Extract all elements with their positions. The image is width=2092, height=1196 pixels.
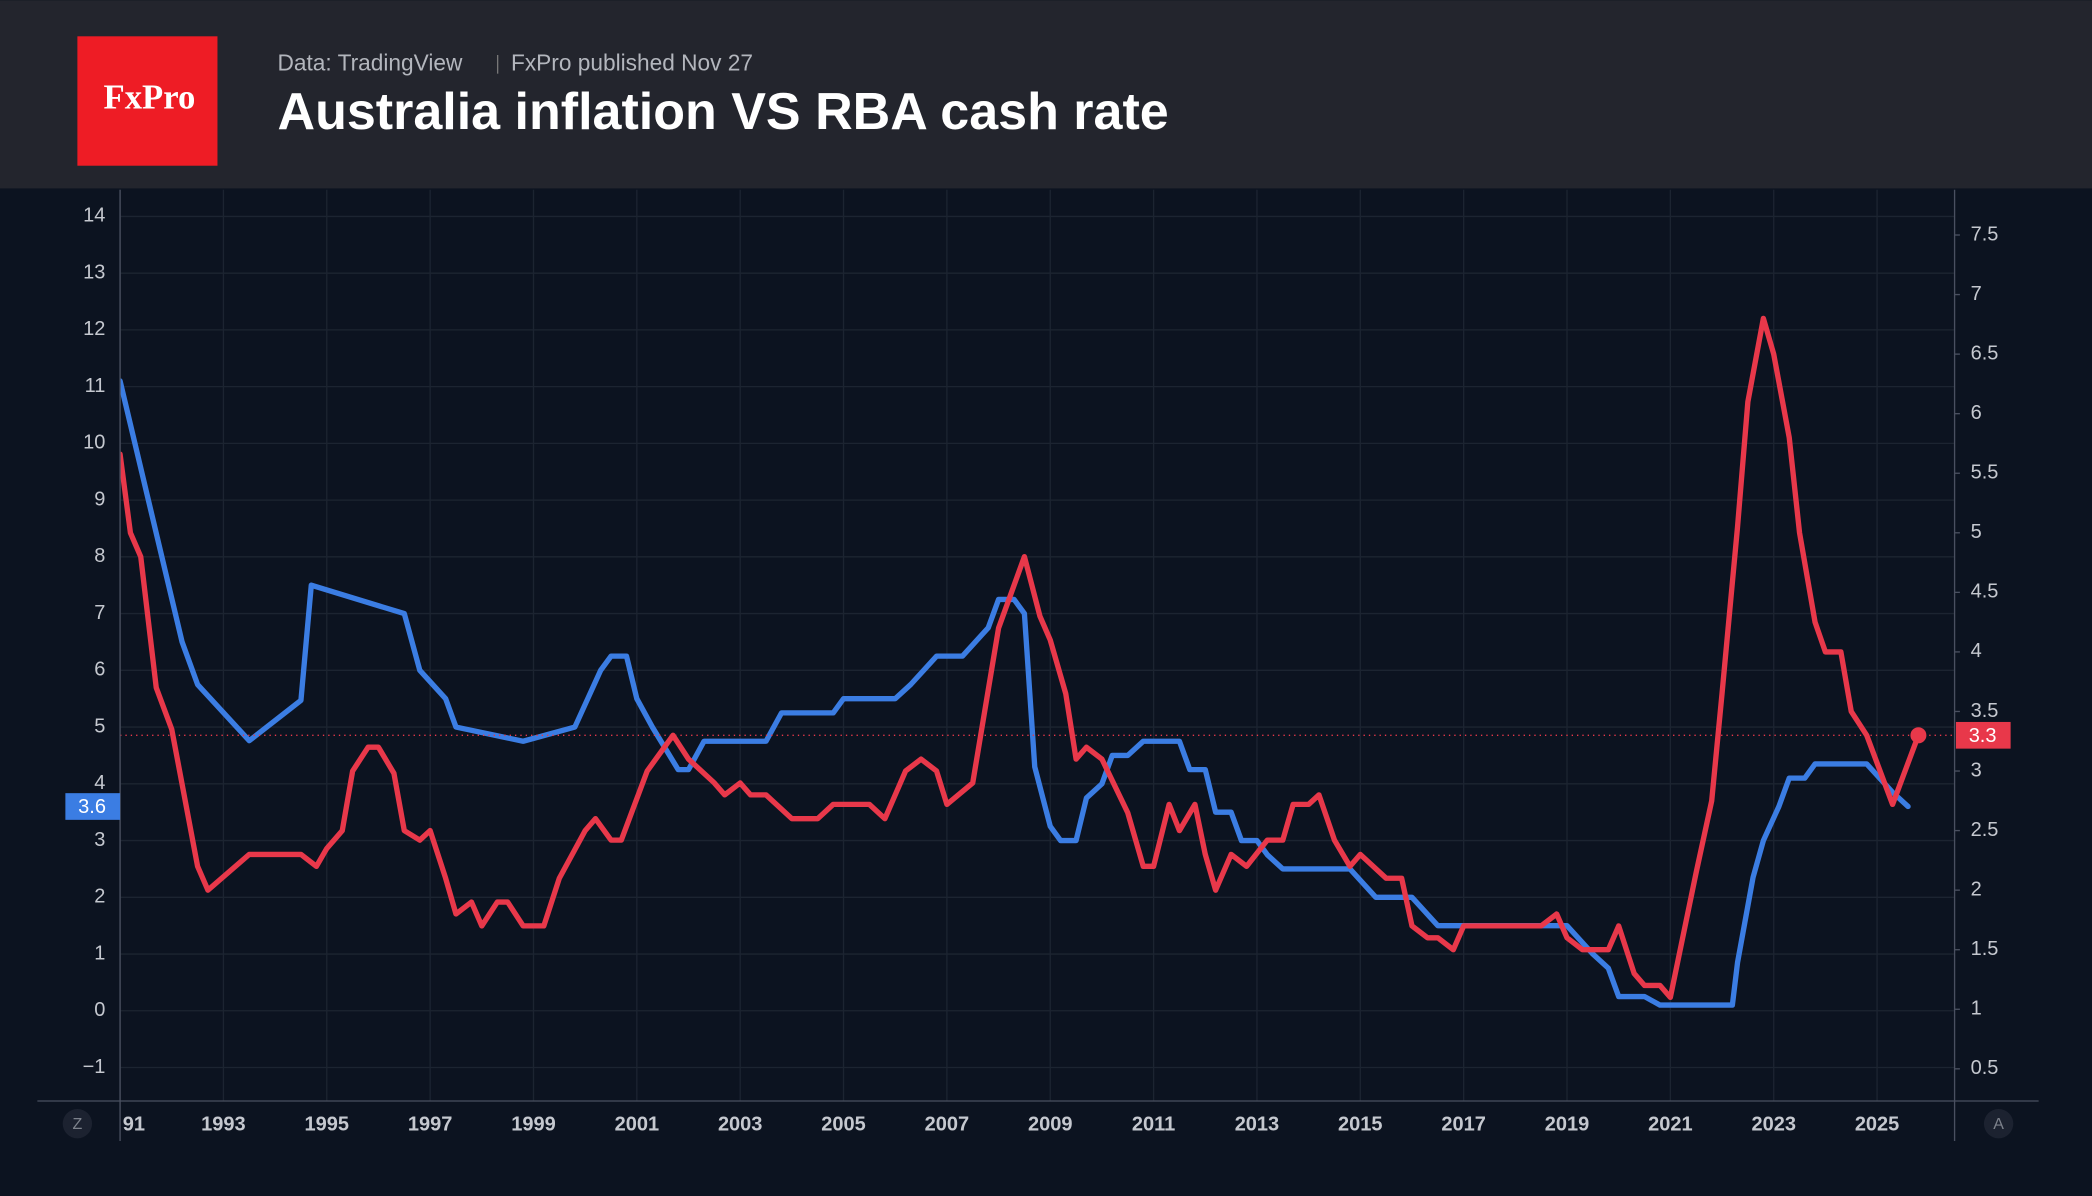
x-tick-label: 2025 [1855, 1113, 1900, 1135]
y-tick-label: 7 [94, 602, 105, 624]
x-tick-label: 2015 [1338, 1113, 1383, 1135]
scale-button-label: A [1993, 1116, 2004, 1133]
header [0, 0, 2092, 189]
last-value-label: 3.6 [78, 796, 106, 818]
y-tick-label: 4 [94, 772, 105, 794]
plot [120, 315, 1955, 1008]
x-tick-label: 2011 [1132, 1113, 1175, 1135]
labels: −1012345678910111213140.511.522.533.544.… [62, 205, 2014, 1139]
grid [119, 189, 1955, 1101]
x-tick-label: 2009 [1028, 1113, 1073, 1135]
last-value-label: 3.3 [1969, 725, 1997, 747]
x-tick-label: 1993 [201, 1113, 246, 1135]
y-tick-label: 9 [94, 488, 105, 510]
x-tick-label: 2007 [925, 1113, 969, 1135]
y2-tick-label: 0.5 [1971, 1057, 1999, 1079]
y-tick-label: 14 [83, 205, 105, 227]
last-value-box [1955, 721, 2011, 749]
y2-tick-label: 3.5 [1971, 700, 1999, 722]
subtitle: FxPro published Nov 27 [511, 49, 753, 75]
y-tick-label: 10 [83, 432, 105, 454]
y2-tick-label: 6.5 [1971, 342, 1999, 364]
y2-tick-label: 7 [1971, 283, 1982, 305]
y2-tick-label: 3 [1971, 759, 1982, 781]
y2-tick-label: 2.5 [1971, 819, 1999, 841]
scale-button[interactable] [62, 1108, 93, 1139]
y-tick-label: 0 [94, 999, 105, 1021]
x-tick-label: 1995 [305, 1113, 349, 1135]
x-tick-label: 2021 [1648, 1113, 1693, 1135]
series-line [120, 378, 1911, 1008]
x-tick-label: 2023 [1751, 1113, 1796, 1135]
y-tick-label: 8 [94, 545, 105, 567]
scale-button-label: Z [72, 1116, 82, 1133]
y2-tick-label: 1.5 [1971, 938, 1999, 960]
y-tick-label: 1 [94, 942, 105, 964]
y2-tick-label: 4.5 [1971, 581, 1999, 603]
y2-tick-label: 7.5 [1971, 223, 1999, 245]
x-tick-label: 2013 [1235, 1113, 1280, 1135]
y2-tick-label: 5 [1971, 521, 1982, 543]
scale-button[interactable] [1983, 1108, 2014, 1139]
x-tick-label: 2019 [1545, 1113, 1590, 1135]
logo-box [77, 36, 218, 166]
y-tick-label: 6 [94, 659, 105, 681]
x-tick-label: 2001 [615, 1113, 660, 1135]
y-tick-label: 5 [94, 715, 105, 737]
logo: FxPro [104, 77, 196, 116]
y2-tick-label: 1 [1971, 998, 1982, 1020]
x-tick-label: 1999 [511, 1113, 556, 1135]
x-tick-label: 2003 [718, 1113, 763, 1135]
y-tick-label: −1 [83, 1056, 106, 1078]
y-tick-label: 12 [83, 318, 105, 340]
y2-tick-label: 4 [1971, 640, 1982, 662]
last-value-box [65, 793, 121, 820]
y2-tick-label: 5.5 [1971, 462, 1999, 484]
y-tick-label: 3 [94, 829, 105, 851]
y-tick-label: 2 [94, 886, 105, 908]
x-tick-label: 91 [123, 1113, 145, 1135]
y-tick-label: 11 [85, 375, 106, 397]
chart-title: Australia inflation VS RBA cash rate [278, 83, 1169, 141]
source: Data: TradingView [278, 49, 463, 75]
x-tick-label: 1997 [408, 1113, 453, 1135]
series-line [120, 315, 1922, 1001]
x-tick-label: 2017 [1441, 1113, 1486, 1135]
x-tick-label: 2005 [821, 1113, 866, 1135]
y2-tick-label: 6 [1971, 402, 1982, 424]
y2-tick-label: 2 [1971, 878, 1982, 900]
last-value-dot [1910, 727, 1927, 744]
y-tick-label: 13 [83, 261, 105, 283]
